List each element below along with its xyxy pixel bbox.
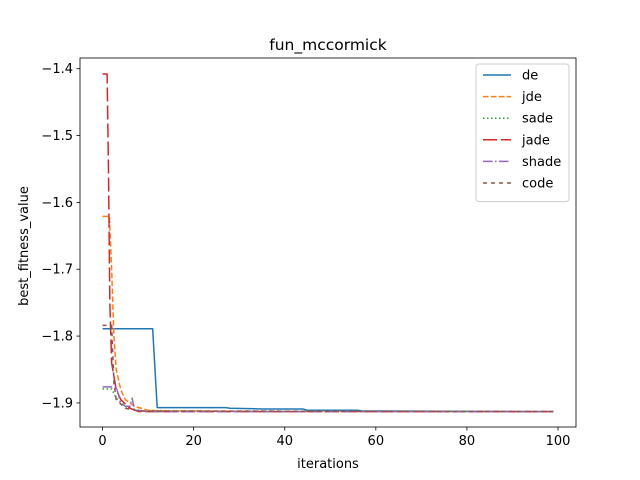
- series-line-code: [102, 324, 554, 413]
- y-tick-label: −1.7: [41, 263, 73, 278]
- x-tick-label: 60: [368, 434, 385, 449]
- y-tick-label: −1.4: [41, 62, 73, 77]
- legend-label-jade: jade: [521, 133, 550, 148]
- legend-label-code: code: [522, 177, 553, 192]
- plot-frame: [79, 57, 577, 428]
- series-lines: [102, 73, 554, 413]
- x-tick-label: 20: [185, 434, 202, 449]
- chart-title: fun_mccormick: [269, 36, 387, 55]
- legend-label-jde: jde: [521, 90, 542, 105]
- y-tick-label: −1.8: [41, 330, 73, 345]
- legend: de jde sade jade shade code: [475, 63, 570, 203]
- legend-label-shade: shade: [522, 155, 561, 170]
- x-tick-label: 0: [98, 434, 106, 449]
- x-tick-label: 100: [546, 434, 571, 449]
- y-axis: −1.9 −1.8 −1.7 −1.6 −1.5 −1.4: [41, 62, 80, 411]
- x-axis: 0 20 40 60 80 100: [98, 427, 570, 449]
- y-axis-title: best_fitness_value: [17, 186, 32, 306]
- y-tick-label: −1.6: [41, 196, 73, 211]
- legend-box: [475, 63, 570, 203]
- x-tick-label: 80: [459, 434, 476, 449]
- y-tick-label: −1.5: [41, 129, 73, 144]
- y-tick-label: −1.9: [41, 396, 73, 411]
- x-tick-label: 40: [276, 434, 293, 449]
- series-line-de: [102, 327, 554, 413]
- legend-label-de: de: [522, 69, 538, 84]
- x-axis-title: iterations: [297, 457, 359, 472]
- legend-label-sade: sade: [522, 112, 553, 127]
